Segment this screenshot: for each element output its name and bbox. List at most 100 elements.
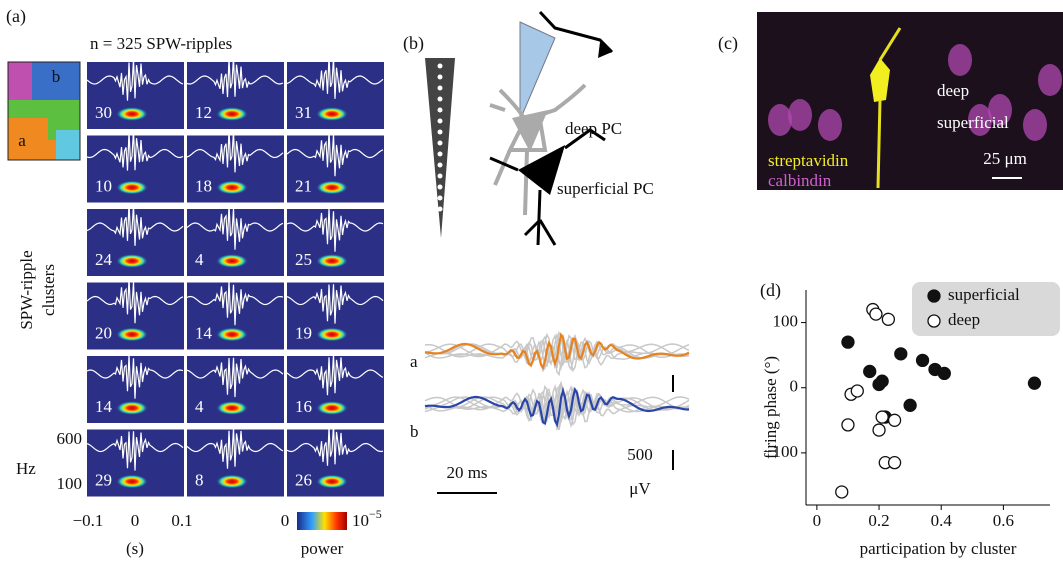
x-axis-label: participation by cluster — [860, 539, 1017, 558]
probe-site — [438, 163, 443, 168]
figure: (a) n = 325 SPW-ripples b a SPW-ripple c… — [0, 0, 1063, 562]
colorbar-max-base: 10 — [352, 511, 369, 530]
probe-site — [438, 174, 443, 179]
heat-blob — [116, 328, 148, 342]
point — [938, 367, 950, 379]
heat-blob — [316, 475, 348, 489]
colorbar-max-exponent: −5 — [369, 507, 382, 521]
panel-title: n = 325 SPW-ripples — [90, 34, 232, 53]
freq-tick: 600 — [57, 429, 83, 448]
probe-site — [438, 97, 443, 102]
cluster-count: 4 — [195, 397, 204, 416]
point — [904, 399, 916, 411]
traces — [425, 333, 689, 430]
calbindin-cell — [1023, 109, 1047, 141]
heat-blob — [216, 475, 248, 489]
cluster-count: 18 — [195, 176, 212, 195]
point — [895, 348, 907, 360]
probe-site — [438, 130, 443, 135]
probe-site — [438, 196, 443, 201]
cluster-count: 31 — [295, 103, 312, 122]
probe-site — [438, 152, 443, 157]
probe-site — [438, 108, 443, 113]
heat-blob — [116, 107, 148, 121]
point — [889, 457, 901, 469]
heat-blob — [216, 181, 248, 195]
probe-site — [438, 141, 443, 146]
voltage-scale-label: μV — [629, 479, 651, 498]
probe-site — [438, 86, 443, 91]
trace-label: b — [410, 422, 419, 441]
panel-label: (a) — [6, 6, 26, 27]
layer-label: deep — [937, 81, 969, 100]
probe-site — [438, 64, 443, 69]
cluster-count: 30 — [95, 103, 112, 122]
calbindin-cell — [818, 109, 842, 141]
calbindin-cell — [788, 99, 812, 131]
panel-label: (c) — [718, 33, 738, 54]
colorbar-min: 0 — [281, 511, 290, 530]
trace-label: a — [410, 352, 418, 371]
cluster-count: 20 — [95, 323, 112, 342]
point — [851, 385, 863, 397]
cell-label: deep PC — [565, 119, 622, 138]
point — [842, 336, 854, 348]
point — [873, 424, 885, 436]
layer-label: superficial — [937, 113, 1009, 132]
cluster-count: 16 — [295, 397, 312, 416]
colorbar-max: 10−5 — [352, 507, 382, 530]
time-tick: −0.1 — [73, 511, 104, 530]
legend-label: deep — [948, 310, 980, 329]
voltage-scale-label: 500 — [627, 445, 653, 464]
tile-grid: 301231101821244252014191441629826 — [87, 56, 384, 496]
probe-site — [438, 207, 443, 212]
x-tick-label: 0.6 — [993, 511, 1014, 530]
cluster-count: 24 — [95, 250, 113, 269]
colorbar — [297, 512, 347, 530]
point — [842, 419, 854, 431]
heat-blob — [116, 181, 148, 195]
heat-blob — [316, 107, 348, 121]
point — [864, 365, 876, 377]
point — [917, 354, 929, 366]
cluster-count: 10 — [95, 176, 112, 195]
panel-label: (b) — [403, 33, 424, 54]
stain-label: calbindin — [768, 171, 832, 190]
cluster-count: 19 — [295, 323, 312, 342]
x-tick-label: 0.4 — [931, 511, 953, 530]
y-tick-label: 100 — [773, 311, 799, 330]
cluster-count: 25 — [295, 250, 312, 269]
calbindin-cell — [1038, 64, 1062, 96]
y-axis-label: firing phase (°) — [761, 356, 780, 459]
freq-tick: 100 — [57, 474, 83, 493]
point — [876, 411, 888, 423]
probe-site — [438, 185, 443, 190]
calbindin-cell — [768, 104, 792, 136]
cluster-count: 14 — [195, 323, 213, 342]
cluster-count: 26 — [295, 470, 312, 489]
cluster-count: 4 — [195, 250, 204, 269]
time-tick: 0 — [131, 511, 140, 530]
heat-blob — [316, 254, 348, 268]
y-axis-label: clusters — [39, 264, 58, 316]
cluster-count: 12 — [195, 103, 212, 122]
scale-bar-label: 25 μm — [983, 149, 1027, 168]
point — [870, 308, 882, 320]
heat-blob — [116, 475, 148, 489]
heat-blob — [116, 401, 148, 415]
y-tick-label: 0 — [790, 377, 799, 396]
heat-blob — [216, 401, 248, 415]
heat-blob — [216, 254, 248, 268]
legend-marker — [928, 290, 940, 302]
heat-blob — [216, 107, 248, 121]
point — [889, 414, 901, 426]
probe-site — [438, 75, 443, 80]
legend-label: superficial — [948, 285, 1020, 304]
colorbar-label: power — [301, 539, 344, 558]
freq-unit: Hz — [16, 459, 36, 478]
x-tick-label: 0 — [813, 511, 822, 530]
heat-blob — [216, 328, 248, 342]
y-axis-label: SPW-ripple — [17, 250, 36, 329]
cluster-count: 14 — [95, 397, 113, 416]
